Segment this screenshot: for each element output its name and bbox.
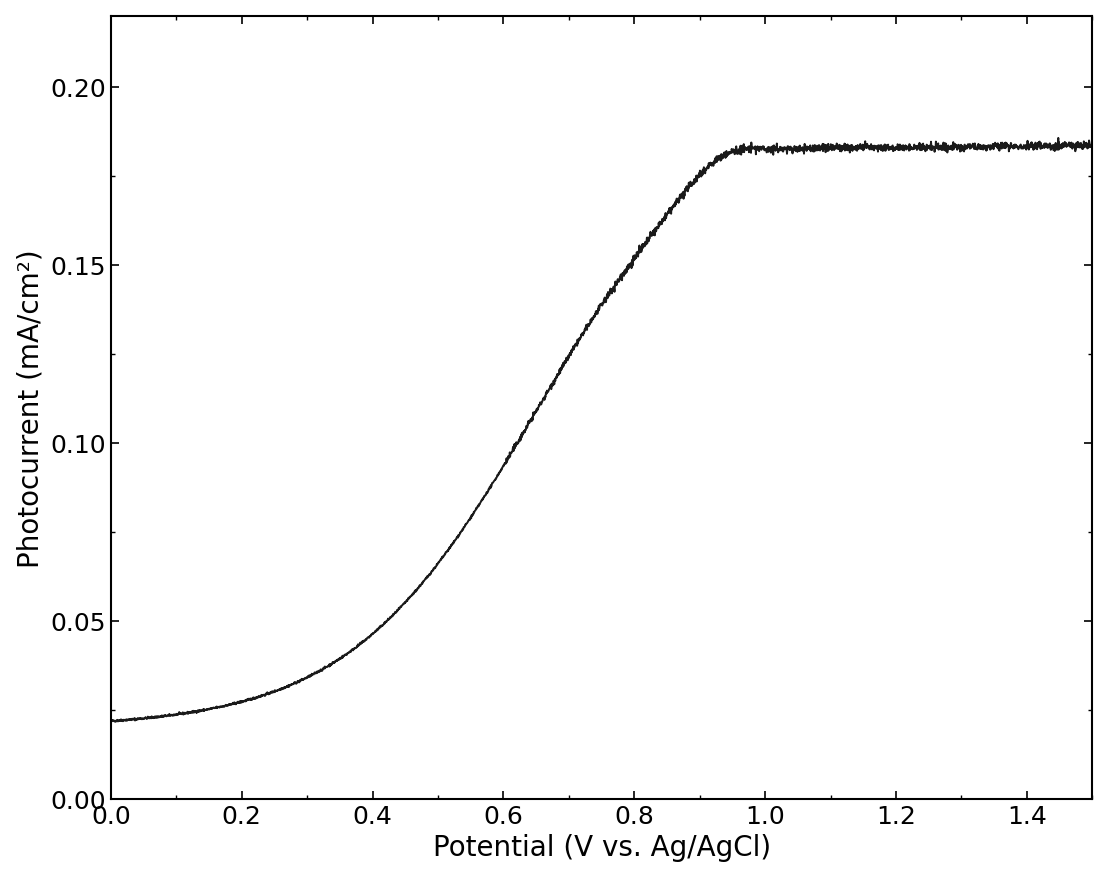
X-axis label: Potential (V vs. Ag/AgCl): Potential (V vs. Ag/AgCl) [433,833,771,861]
Y-axis label: Photocurrent (mA/cm²): Photocurrent (mA/cm²) [17,248,44,567]
